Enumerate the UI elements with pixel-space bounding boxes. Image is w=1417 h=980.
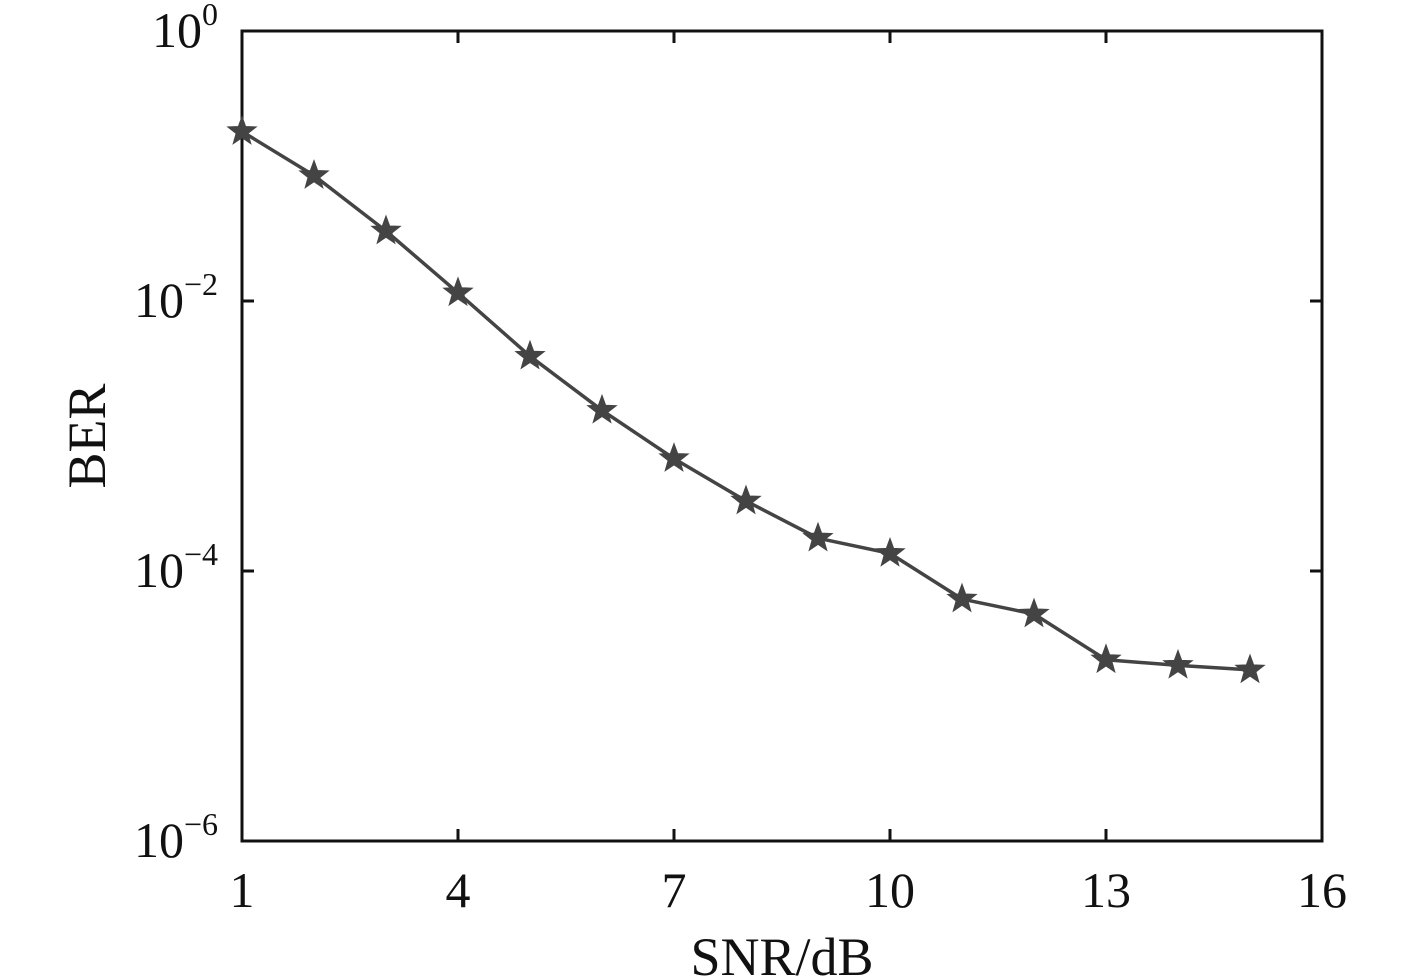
- y-axis-ticks: 100 10−2 10−4 10−6: [134, 0, 1322, 868]
- data-point-star: [586, 393, 618, 424]
- data-point-star: [1018, 597, 1050, 628]
- data-point-star: [946, 582, 978, 613]
- x-tick-label: 16: [1297, 862, 1347, 918]
- data-point-star: [1090, 643, 1122, 674]
- data-point-star: [658, 442, 690, 472]
- data-point-star: [298, 159, 330, 189]
- x-tick-label: 7: [662, 862, 687, 918]
- y-tick-label: 100: [152, 0, 218, 58]
- data-point-star: [514, 339, 546, 370]
- data-point-star: [370, 214, 402, 245]
- data-point-star: [1234, 653, 1266, 684]
- plot-frame: [240, 29, 1324, 843]
- data-point-star: [802, 521, 834, 552]
- x-axis-label: SNR/dB: [690, 927, 873, 980]
- x-tick-label: 4: [446, 862, 471, 918]
- x-tick-label: 10: [865, 862, 915, 918]
- x-tick-label: 13: [1081, 862, 1131, 918]
- y-tick-label: 10−6: [134, 806, 218, 868]
- x-tick-label: 1: [230, 862, 255, 918]
- series-layer: [226, 115, 1266, 684]
- y-tick-label: 10−2: [134, 266, 218, 328]
- data-point-star: [226, 115, 258, 145]
- data-point-star: [874, 536, 906, 567]
- data-point-star: [730, 484, 762, 515]
- y-axis-label: BER: [57, 383, 117, 488]
- data-point-star: [442, 276, 474, 307]
- x-axis-ticks: 1 4 7 10 13 16: [230, 31, 1347, 918]
- y-tick-label: 10−4: [134, 536, 218, 598]
- data-point-star: [1162, 648, 1194, 679]
